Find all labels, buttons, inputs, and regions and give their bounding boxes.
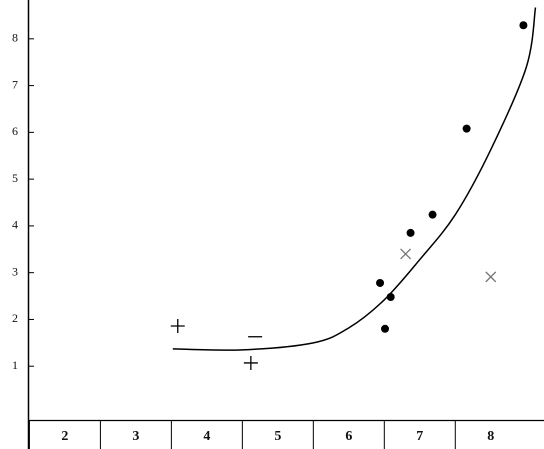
y-tick-label: 3 (12, 264, 18, 278)
fit-curve (172, 7, 537, 351)
point (485, 271, 497, 283)
point (376, 278, 385, 287)
y-tick-label: 4 (12, 218, 18, 232)
y-tick-label: 6 (12, 124, 18, 138)
point (243, 355, 258, 370)
x-tick-label: 5 (274, 429, 281, 444)
x-tick-label: 7 (416, 429, 423, 444)
point (462, 124, 471, 133)
x-tick-label: 3 (132, 429, 139, 444)
x-tick-label: 8 (487, 429, 494, 444)
point (406, 228, 415, 237)
point (381, 324, 390, 333)
y-tick-label: 5 (12, 171, 18, 185)
y-tick-label: 2 (12, 311, 18, 325)
point (170, 318, 185, 333)
x-tick-label: 2 (61, 429, 68, 444)
x-tick-label: 6 (345, 429, 352, 444)
y-tick-label: 7 (12, 77, 18, 91)
y-tick-label: 1 (12, 358, 18, 372)
point (400, 248, 412, 260)
x-tick-label: 4 (203, 429, 210, 444)
point (519, 21, 528, 30)
y-tick-label: 8 (12, 31, 18, 45)
point (428, 210, 437, 219)
